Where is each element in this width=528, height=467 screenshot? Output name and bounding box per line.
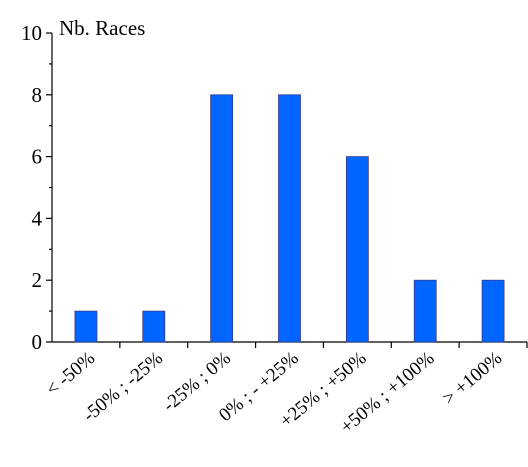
y-tick-label: 0 (32, 330, 43, 354)
y-tick-label: 8 (32, 83, 43, 107)
bar (210, 94, 234, 343)
bar (481, 279, 505, 343)
x-tick-label: < -50% (42, 348, 99, 401)
bar (74, 310, 98, 343)
x-axis (52, 341, 528, 348)
bar (413, 279, 437, 343)
y-axis: 0 2 4 6 8 10 (21, 21, 53, 354)
bars (74, 94, 505, 343)
y-axis-title: Nb. Races (59, 16, 145, 40)
y-tick-label: 10 (21, 21, 42, 45)
y-tick-label: 4 (32, 206, 43, 230)
x-tick-labels: < -50%-50% ; -25%-25% ; 0%0% ; - +25%+25… (42, 348, 506, 438)
bar (278, 94, 301, 343)
x-tick-label: > +100% (439, 348, 507, 410)
bar (142, 310, 166, 343)
y-tick-label: 6 (32, 145, 43, 169)
bar (345, 156, 369, 343)
y-tick-label: 2 (32, 268, 43, 292)
